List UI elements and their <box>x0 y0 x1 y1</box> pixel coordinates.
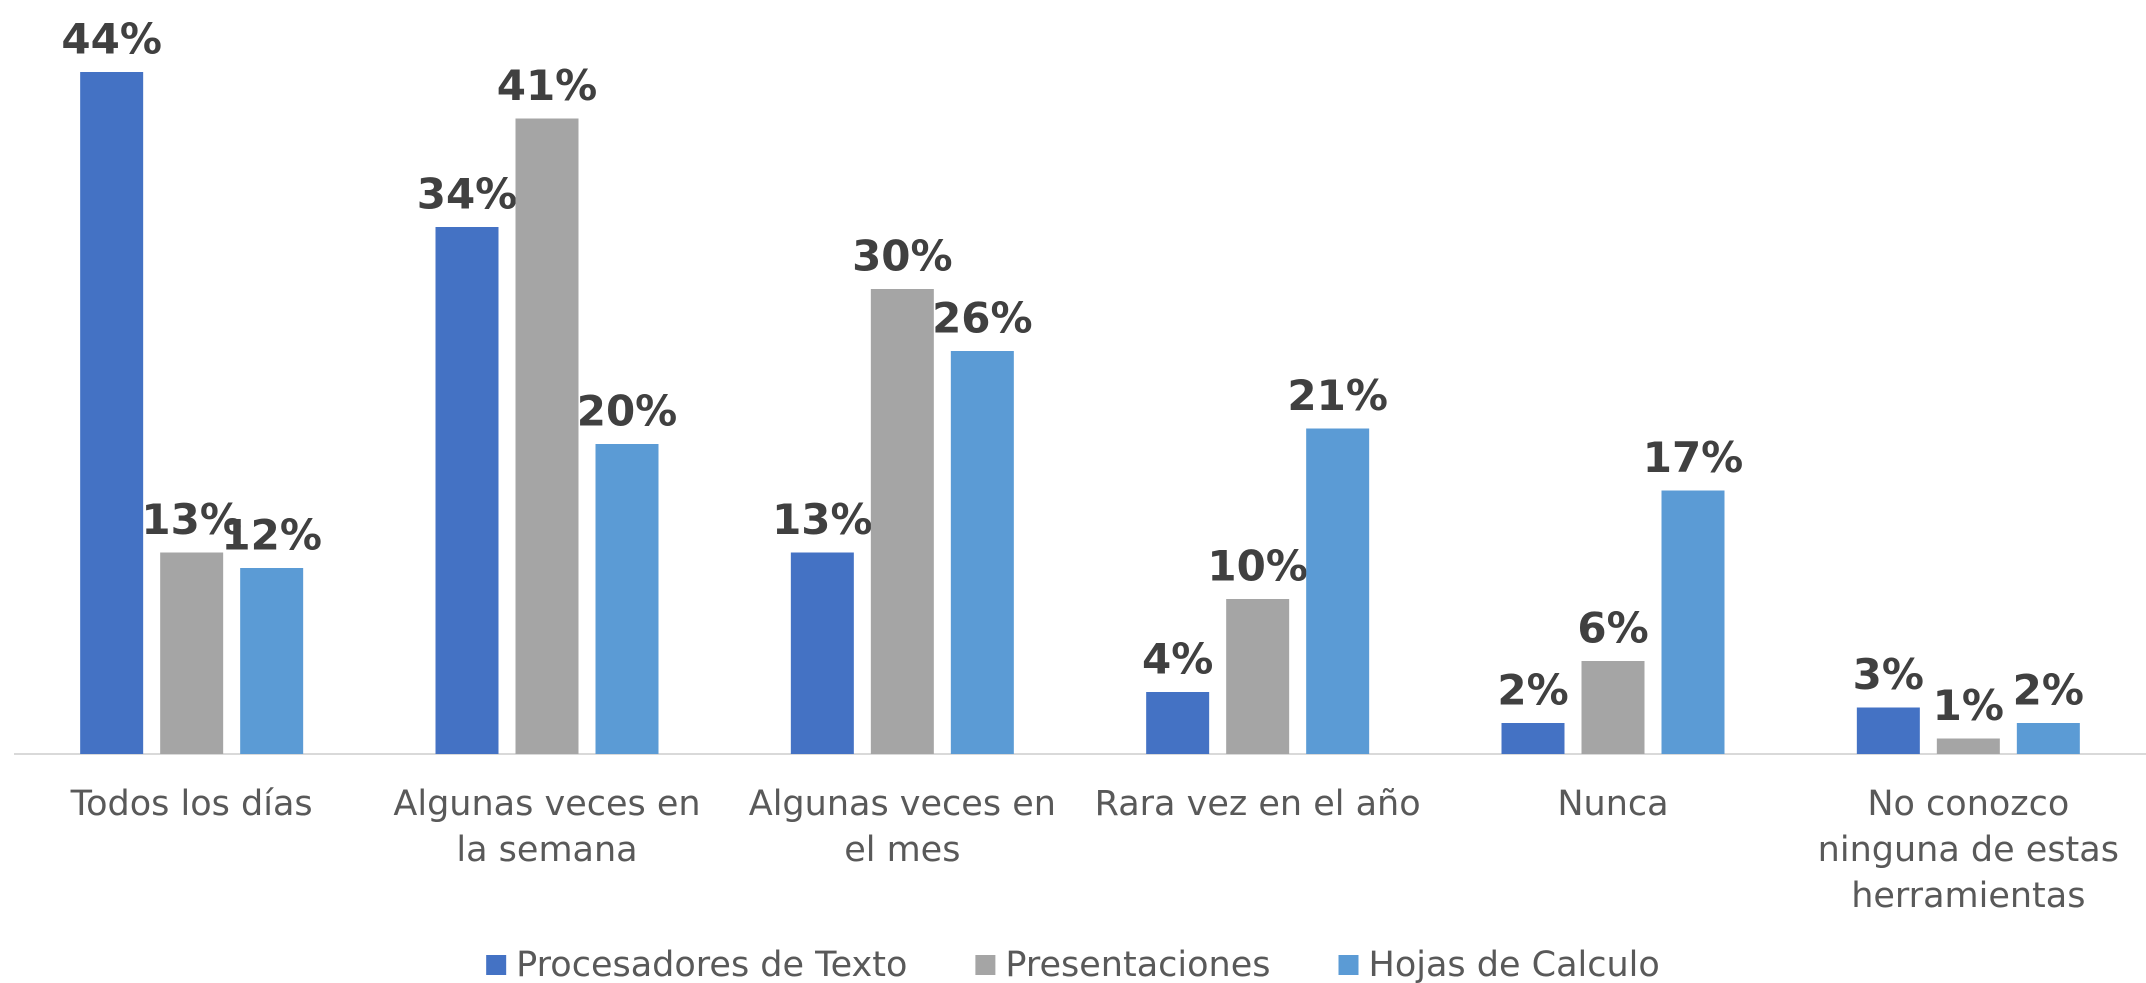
legend-label: Presentaciones <box>1005 945 1270 983</box>
data-label: 2% <box>2013 666 2084 715</box>
label-line: No conozco <box>1867 784 2069 824</box>
x-tick-label: No conozco ninguna de estas herramientas <box>1818 784 2119 916</box>
label-line: Rara vez en el año <box>1095 784 1421 824</box>
bar <box>515 118 579 754</box>
data-label: 10% <box>1207 542 1308 591</box>
bar <box>1661 490 1725 754</box>
data-label: 21% <box>1287 371 1388 420</box>
data-label: 2% <box>1497 666 1568 715</box>
legend: Procesadores de Texto Presentaciones Hojas… <box>486 945 1660 983</box>
legend-swatch <box>1338 955 1359 975</box>
bar <box>2016 723 2080 754</box>
bar <box>240 568 304 754</box>
data-label: 4% <box>1142 635 1213 684</box>
legend-swatch <box>486 955 507 975</box>
bar <box>1581 661 1645 754</box>
x-tick-label: Todos los días <box>70 784 313 824</box>
x-tick-label: Algunas veces en la semana <box>393 784 700 870</box>
data-label: 6% <box>1577 604 1648 653</box>
data-label: 34% <box>417 170 518 219</box>
bar <box>790 552 854 754</box>
bar <box>950 351 1014 754</box>
label-line: herramientas <box>1851 876 2085 916</box>
data-label: 30% <box>852 232 953 281</box>
bar <box>80 72 144 754</box>
bar <box>435 227 499 754</box>
data-label: 1% <box>1933 681 2004 730</box>
x-tick-label: Nunca <box>1557 784 1668 824</box>
bar <box>1306 428 1370 754</box>
data-label: 12% <box>221 511 322 560</box>
label-line: la semana <box>456 830 637 870</box>
bar <box>160 552 224 754</box>
legend-label: Procesadores de Texto <box>516 945 907 983</box>
bar <box>1936 738 2000 754</box>
legend-label: Hojas de Calculo <box>1369 945 1660 983</box>
x-tick-label: Rara vez en el año <box>1095 784 1421 824</box>
label-line: ninguna de estas <box>1818 830 2119 870</box>
label-line: el mes <box>844 830 960 870</box>
legend-swatch <box>975 955 996 975</box>
bar <box>1226 599 1290 754</box>
data-label: 17% <box>1643 433 1744 482</box>
bar <box>595 444 659 754</box>
label-line: Todos los días <box>70 784 313 824</box>
data-label: 26% <box>932 294 1033 343</box>
bar <box>1146 692 1210 754</box>
label-line: Nunca <box>1557 784 1668 824</box>
bar <box>1856 707 1920 754</box>
data-label: 3% <box>1853 650 1924 699</box>
label-line: Algunas veces en <box>393 784 700 824</box>
bar <box>1501 723 1565 754</box>
x-tick-label: Algunas veces en el mes <box>749 784 1056 870</box>
data-label: 44% <box>61 15 162 64</box>
data-label: 41% <box>497 61 598 110</box>
data-label: 13% <box>772 495 873 544</box>
bar <box>870 289 934 754</box>
label-line: Algunas veces en <box>749 784 1056 824</box>
data-label: 13% <box>141 495 242 544</box>
data-label: 20% <box>577 387 678 436</box>
